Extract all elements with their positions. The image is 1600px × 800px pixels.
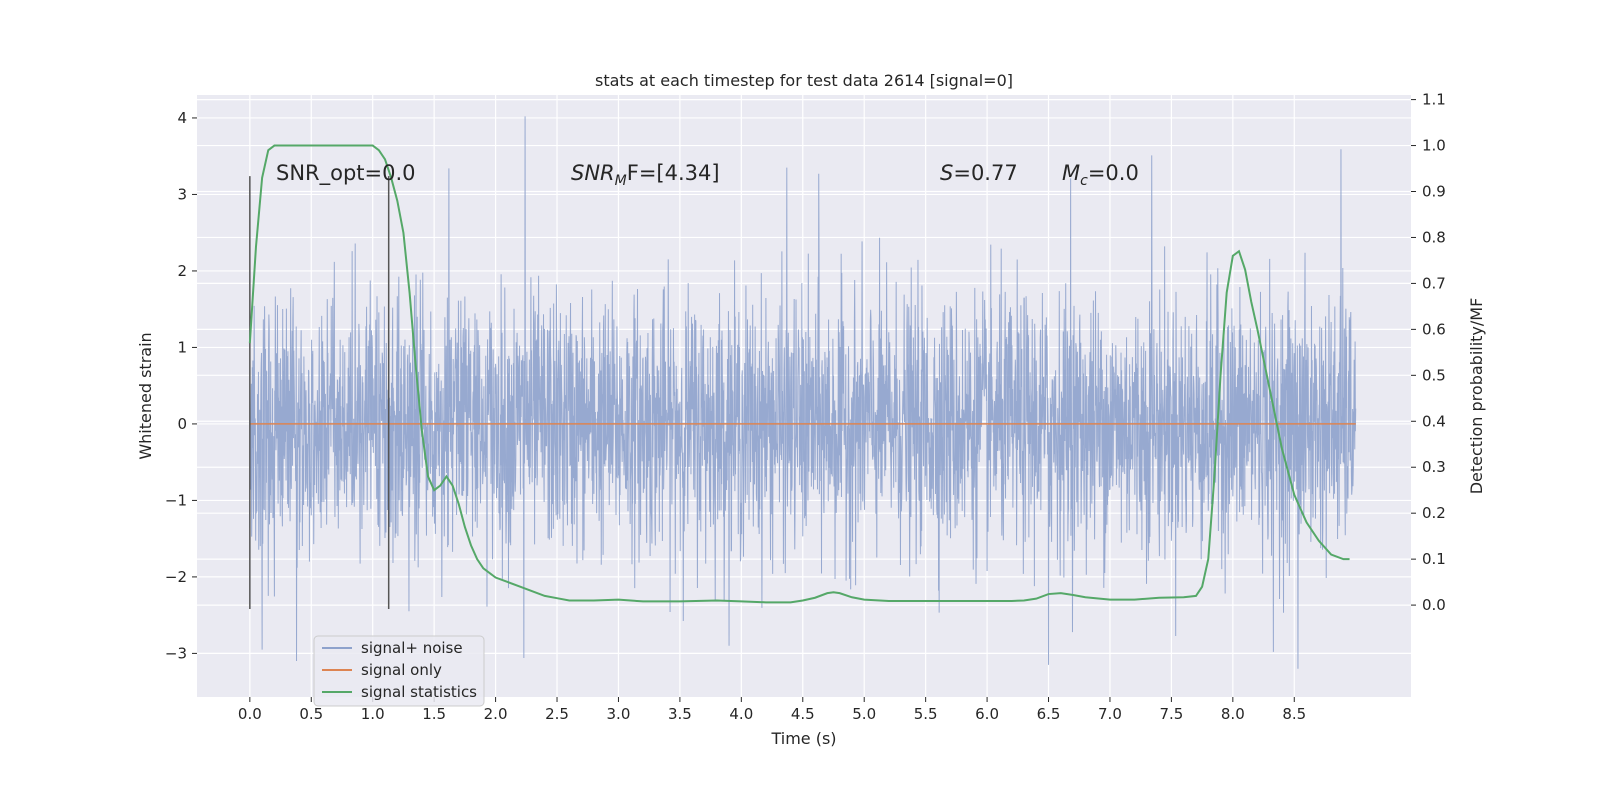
legend-label-signal-only: signal only xyxy=(361,661,442,679)
y2-tick-label: 0.9 xyxy=(1422,183,1446,201)
x-tick-label: 0.0 xyxy=(238,705,262,723)
y2-tick-label: 0.3 xyxy=(1422,458,1446,476)
y2-tick-label: 1.1 xyxy=(1422,91,1446,109)
y2-tick-label: 0.6 xyxy=(1422,320,1446,338)
annotation-s: S=0.77 xyxy=(940,161,1018,185)
x-tick-label: 5.0 xyxy=(852,705,876,723)
annotation-mc: Mc=0.0 xyxy=(1062,161,1139,189)
y-tick-label: −1 xyxy=(165,491,187,509)
annotation-snr-mf-prefix: SNR xyxy=(571,161,615,185)
series-signal-noise xyxy=(249,116,1357,669)
y-axis-label: Whitened strain xyxy=(136,332,155,459)
y-tick-label: 1 xyxy=(177,338,187,356)
x-tick-label: 8.0 xyxy=(1221,705,1245,723)
y-tick-label: 2 xyxy=(177,262,187,280)
x-tick-label: 2.0 xyxy=(484,705,508,723)
annotation-mc-value: =0.0 xyxy=(1088,161,1139,185)
y-tick-label: 3 xyxy=(177,185,187,203)
vertical-markers xyxy=(249,176,390,610)
annotation-mc-sub: c xyxy=(1080,173,1088,189)
y2-tick-label: 0.0 xyxy=(1422,596,1446,614)
x-tick-label: 6.0 xyxy=(975,705,999,723)
y2-tick-label: 0.2 xyxy=(1422,504,1446,522)
y-tick-label: −3 xyxy=(165,644,187,662)
y2-tick-label: 0.4 xyxy=(1422,412,1446,430)
signal-noise-line xyxy=(249,116,1357,669)
x-tick-label: 3.5 xyxy=(668,705,692,723)
annotation-s-label: S xyxy=(940,161,953,185)
y2-tick-label: 0.1 xyxy=(1422,550,1446,568)
annotation-snr-mf-suffix: F=[4.34] xyxy=(627,161,720,185)
legend-box xyxy=(313,635,485,707)
y2-tick-label: 0.7 xyxy=(1422,274,1446,292)
x-tick-label: 4.0 xyxy=(729,705,753,723)
y2-tick-label: 0.5 xyxy=(1422,366,1446,384)
axis-ticks: 0.0 0.5 1.0 1.5 2.0 2.5 3.0 3.5 4.0 4.5 5.0 5.5 6.0 6… xyxy=(165,91,1446,723)
x-axis-label: Time (s) xyxy=(770,729,836,748)
x-tick-label: 3.0 xyxy=(607,705,631,723)
annotation-snr-mf: SNRMF=[4.34] xyxy=(571,161,720,189)
y2-axis-label: Detection probability/MF xyxy=(1467,298,1486,495)
x-tick-label: 8.5 xyxy=(1282,705,1306,723)
y-tick-label: −2 xyxy=(165,568,187,586)
y2-tick-label: 1.0 xyxy=(1422,137,1446,155)
x-tick-label: 2.5 xyxy=(545,705,569,723)
y2-tick-label: 0.8 xyxy=(1422,228,1446,246)
legend-label-signal-statistics: signal statistics xyxy=(361,683,477,701)
legend-label-signal-noise: signal+ noise xyxy=(361,639,463,657)
x-tick-label: 7.0 xyxy=(1098,705,1122,723)
annotation-s-value: =0.77 xyxy=(953,161,1017,185)
annotation-snr-mf-sub: M xyxy=(615,173,627,189)
x-tick-label: 7.5 xyxy=(1159,705,1183,723)
signal-statistics-line xyxy=(248,144,1350,604)
x-tick-label: 5.5 xyxy=(914,705,938,723)
x-tick-label: 1.5 xyxy=(422,705,446,723)
legend: signal+ noise signal only signal statist… xyxy=(313,635,485,707)
x-tick-label: 0.5 xyxy=(299,705,323,723)
annotation-mc-label: M xyxy=(1062,161,1080,185)
chart-title: stats at each timestep for test data 261… xyxy=(595,71,1013,90)
x-tick-label: 1.0 xyxy=(361,705,385,723)
series-signal-statistics xyxy=(248,144,1350,604)
y-tick-label: 0 xyxy=(177,415,187,433)
x-tick-label: 4.5 xyxy=(791,705,815,723)
annotation-snr-opt: SNR_opt=0.0 xyxy=(276,161,416,186)
y-tick-label: 4 xyxy=(177,109,187,127)
x-tick-label: 6.5 xyxy=(1037,705,1061,723)
